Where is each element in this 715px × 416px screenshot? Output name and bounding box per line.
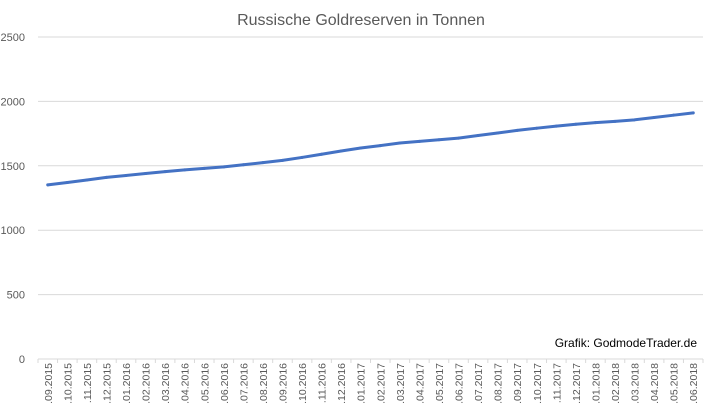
data-point bbox=[202, 166, 206, 170]
data-point bbox=[46, 183, 50, 187]
series-line bbox=[46, 111, 695, 187]
data-point bbox=[378, 144, 382, 148]
y-tick-label: 2000 bbox=[1, 96, 25, 108]
x-tick-label: .09.2015 bbox=[43, 363, 55, 404]
data-point bbox=[633, 118, 637, 122]
data-point bbox=[124, 173, 128, 177]
data-point bbox=[613, 119, 617, 123]
x-tick-label: .01.2016 bbox=[121, 363, 133, 404]
x-tick-label: .04.2017 bbox=[414, 363, 426, 404]
data-point bbox=[574, 122, 578, 126]
data-point bbox=[652, 116, 656, 119]
x-tick-label: .01.2018 bbox=[590, 363, 602, 404]
x-tick-label: .05.2018 bbox=[669, 363, 681, 404]
x-tick-label: .04.2018 bbox=[649, 363, 661, 404]
x-tick-label: .09.2016 bbox=[277, 363, 289, 404]
data-point bbox=[85, 178, 89, 182]
data-point bbox=[593, 121, 597, 125]
data-point bbox=[359, 146, 363, 150]
data-point bbox=[280, 158, 284, 162]
data-point bbox=[261, 161, 265, 165]
data-point bbox=[222, 165, 226, 169]
y-tick-label: 1500 bbox=[1, 161, 25, 173]
data-point bbox=[535, 126, 539, 130]
data-point bbox=[515, 128, 519, 132]
x-tick-label: .08.2016 bbox=[258, 363, 270, 404]
data-point bbox=[65, 181, 69, 185]
data-point bbox=[339, 149, 343, 153]
data-point bbox=[183, 168, 187, 172]
x-tick-label: .03.2017 bbox=[395, 363, 407, 404]
y-tick-label: 0 bbox=[19, 354, 25, 366]
y-tick-label: 500 bbox=[7, 290, 25, 302]
x-tick-label: .04.2016 bbox=[180, 363, 192, 404]
x-tick-label: .02.2017 bbox=[375, 363, 387, 404]
x-tick-label: .12.2015 bbox=[101, 363, 113, 404]
x-tick-label: .05.2017 bbox=[434, 363, 446, 404]
data-point bbox=[554, 124, 558, 128]
x-tick-label: .03.2018 bbox=[630, 363, 642, 404]
x-tick-label: .06.2016 bbox=[219, 363, 231, 404]
x-tick-label: .11.2015 bbox=[82, 363, 94, 403]
data-point bbox=[457, 136, 461, 140]
data-point bbox=[398, 141, 402, 145]
data-point bbox=[691, 111, 695, 115]
x-tick-label: .03.2016 bbox=[160, 363, 172, 404]
data-point bbox=[300, 155, 304, 159]
y-tick-label: 2500 bbox=[1, 32, 25, 44]
x-tick-label: .10.2016 bbox=[297, 363, 309, 404]
data-point bbox=[241, 163, 245, 167]
chart-title: Russische Goldreserven in Tonnen bbox=[237, 12, 485, 29]
data-point bbox=[496, 131, 500, 135]
data-point bbox=[476, 134, 480, 138]
x-tick-label: .12.2016 bbox=[336, 363, 348, 404]
x-tick-label: .11.2016 bbox=[317, 363, 329, 403]
data-point bbox=[320, 152, 324, 156]
x-tick-label: .07.2016 bbox=[238, 363, 250, 404]
x-tick-label: .08.2017 bbox=[493, 363, 505, 404]
x-tick-label: .12.2017 bbox=[571, 363, 583, 404]
y-tick-label: 1000 bbox=[1, 225, 25, 237]
x-tick-label: .10.2017 bbox=[532, 363, 544, 404]
x-tick-label: .07.2017 bbox=[473, 363, 485, 404]
data-point bbox=[163, 170, 167, 174]
data-point bbox=[104, 175, 108, 179]
x-axis-ticks: .09.2015 .10.2015 .11.2015 .12.2015 .01.2016… bbox=[37, 359, 704, 404]
x-tick-label: .01.2017 bbox=[356, 363, 368, 404]
data-point bbox=[437, 138, 441, 142]
y-axis-ticks: 0 500 1000 1500 2000 2500 bbox=[1, 32, 25, 366]
chart-annotation: Grafik: GodmodeTrader.de bbox=[555, 336, 698, 350]
x-tick-label: .06.2017 bbox=[454, 363, 466, 404]
x-tick-label: .05.2016 bbox=[199, 363, 211, 404]
data-point bbox=[672, 113, 676, 117]
data-point bbox=[144, 172, 148, 176]
x-tick-label: .02.2016 bbox=[141, 363, 153, 404]
x-tick-label: .06.2018 bbox=[688, 363, 700, 404]
x-tick-label: .10.2015 bbox=[62, 363, 74, 404]
x-tick-label: .11.2017 bbox=[551, 363, 563, 403]
x-tick-label: .09.2017 bbox=[512, 363, 524, 404]
x-tick-label: .02.2018 bbox=[610, 363, 622, 404]
series-layer bbox=[46, 111, 695, 187]
gridlines bbox=[38, 36, 703, 360]
data-point bbox=[417, 139, 421, 143]
